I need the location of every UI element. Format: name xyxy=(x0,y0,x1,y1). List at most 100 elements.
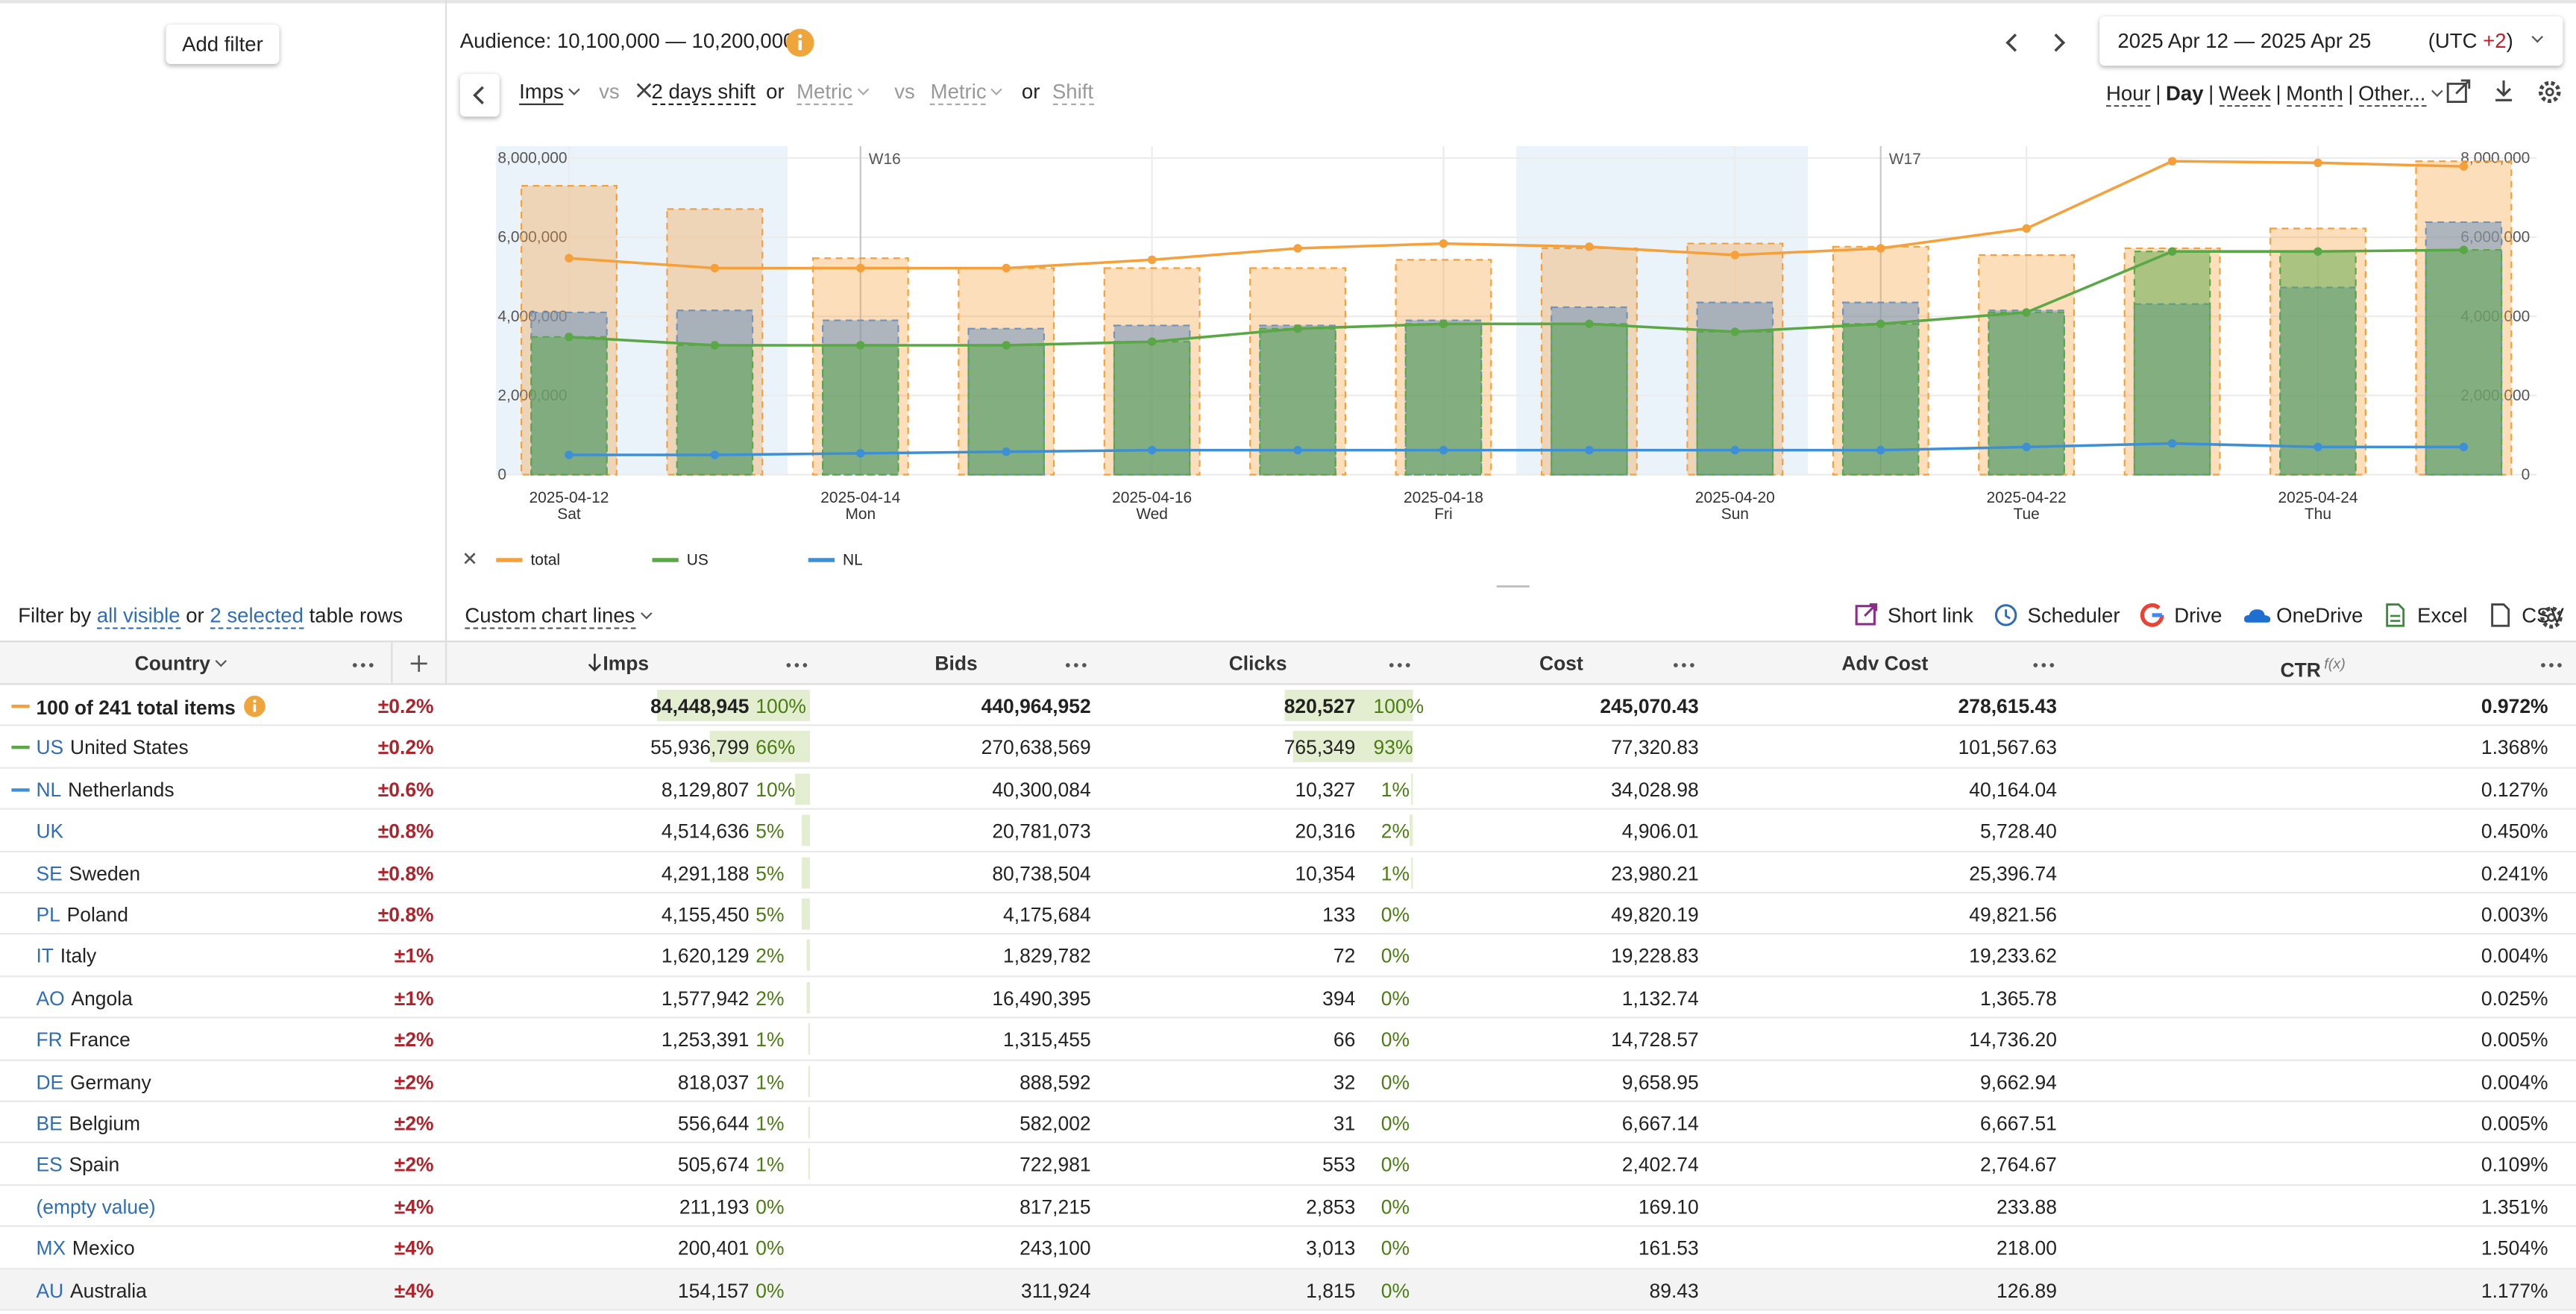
country-code[interactable]: MX xyxy=(36,1237,66,1260)
country-code[interactable]: (empty value) xyxy=(36,1195,155,1219)
series-point xyxy=(1876,244,1885,252)
column-menu[interactable] xyxy=(1064,662,1087,669)
export-action[interactable]: Scheduler xyxy=(1993,601,2120,629)
series-point xyxy=(1585,242,1593,251)
table-row[interactable]: SESweden±0.8%4,291,1885%10,3541%80,738,5… xyxy=(0,852,2576,893)
series-point xyxy=(1439,446,1448,454)
adv-cost-value: 6,667.51 xyxy=(1980,1112,2057,1135)
imps-share: 0% xyxy=(755,1237,784,1260)
adv-cost-value: 233.88 xyxy=(1997,1195,2057,1219)
export-actions: Short linkSchedulerDriveOneDriveExcelCSV xyxy=(1853,601,2564,634)
clicks-share: 0% xyxy=(1374,945,1410,968)
export-action[interactable]: Short link xyxy=(1853,601,1973,629)
country-code[interactable]: US xyxy=(36,737,63,760)
action-icon xyxy=(2140,601,2170,629)
column-header[interactable]: Country xyxy=(135,642,230,686)
x-tick-day: Tue xyxy=(2014,506,2040,523)
column-menu[interactable] xyxy=(1388,662,1411,669)
table-row[interactable]: USUnited States±0.2%55,936,79966%765,349… xyxy=(0,726,2576,768)
column-header[interactable]: CTRf(x) xyxy=(2280,642,2345,686)
country-code[interactable]: SE xyxy=(36,861,62,884)
export-action[interactable]: OneDrive xyxy=(2242,601,2363,629)
clicks-share: 0% xyxy=(1374,1070,1410,1093)
series-point xyxy=(1148,446,1156,454)
table-row[interactable]: NLNetherlands±0.6%8,129,80710%10,3271%40… xyxy=(0,768,2576,810)
country-code[interactable]: AU xyxy=(36,1279,63,1302)
error-margin: ±0.8% xyxy=(378,903,434,926)
export-action[interactable]: Excel xyxy=(2383,601,2468,629)
country-code[interactable]: UK xyxy=(36,820,63,843)
series-point xyxy=(711,264,719,272)
column-menu[interactable] xyxy=(785,662,808,669)
column-header[interactable]: Cost xyxy=(1539,642,1583,686)
column-menu[interactable] xyxy=(1672,662,1695,669)
table-row[interactable]: UK±0.8%4,514,6365%20,3162%20,781,0734,90… xyxy=(0,810,2576,852)
clicks-value: 1,815 xyxy=(1306,1279,1355,1302)
country-code[interactable]: NL xyxy=(36,779,61,802)
table-row[interactable]: FRFrance±2%1,253,3911%660%1,315,45514,72… xyxy=(0,1019,2576,1060)
legend-close[interactable] xyxy=(465,553,474,563)
legend-label: NL xyxy=(843,552,863,569)
all-visible-link[interactable]: all visible xyxy=(97,605,180,629)
column-menu[interactable] xyxy=(351,662,374,669)
ctr-value: 1.504% xyxy=(2481,1237,2548,1260)
clicks-share: 0% xyxy=(1374,1237,1410,1260)
table-header: Country Imps Bids Clicks Cost Adv Cost CTRf(x) xyxy=(0,641,2576,685)
x-tick-label: 2025-04-14 xyxy=(820,489,900,506)
x-tick-day: Mon xyxy=(845,506,876,523)
series-point xyxy=(2313,159,2322,167)
row-line-marker xyxy=(11,746,29,749)
clicks-share: 1% xyxy=(1374,779,1410,802)
adv-cost-value: 19,233.62 xyxy=(1969,945,2057,968)
country-code[interactable]: AO xyxy=(36,987,64,1010)
table-settings[interactable] xyxy=(2536,603,2566,632)
table-row[interactable]: BEBelgium±2%556,6441%310%582,0026,667.14… xyxy=(0,1102,2576,1144)
column-menu[interactable] xyxy=(2540,662,2563,669)
header-divider xyxy=(445,642,447,685)
custom-lines[interactable]: Custom chart lines xyxy=(465,605,654,628)
imps-value: 200,401 xyxy=(678,1237,750,1260)
error-margin: ±1% xyxy=(395,945,434,968)
table-row[interactable]: AUAustralia±4%154,1570%1,8150%311,92489.… xyxy=(0,1269,2576,1311)
selected-link[interactable]: 2 selected xyxy=(210,605,304,629)
share-bar xyxy=(807,982,810,1013)
table-row[interactable]: ESSpain±2%505,6741%5530%722,9812,402.742… xyxy=(0,1144,2576,1186)
column-header[interactable]: Clicks xyxy=(1229,642,1287,686)
column-header[interactable]: Adv Cost xyxy=(1841,642,1928,686)
imps-value: 1,577,942 xyxy=(662,987,750,1010)
series-point xyxy=(1731,251,1739,259)
cost-value: 169.10 xyxy=(1639,1195,1699,1219)
country-code[interactable]: BE xyxy=(36,1112,62,1135)
bar xyxy=(1114,342,1190,474)
ctr-value: 0.127% xyxy=(2481,779,2548,802)
export-action[interactable]: Drive xyxy=(2140,601,2222,629)
error-margin: ±2% xyxy=(395,1154,434,1177)
series-point xyxy=(1148,337,1156,345)
country-code[interactable]: FR xyxy=(36,1028,62,1051)
series-point xyxy=(2313,247,2322,255)
country-code[interactable]: PL xyxy=(36,903,60,926)
clicks-value: 3,013 xyxy=(1306,1237,1355,1260)
column-menu[interactable] xyxy=(2032,662,2055,669)
table-row[interactable]: 100 of 241 total items±0.2%84,448,945100… xyxy=(0,685,2576,726)
ctr-value: 0.025% xyxy=(2481,987,2548,1010)
error-margin: ±0.2% xyxy=(378,695,434,718)
country-code[interactable]: DE xyxy=(36,1070,63,1093)
table-row[interactable]: ITItaly±1%1,620,1292%720%1,829,78219,228… xyxy=(0,935,2576,977)
country-code[interactable]: IT xyxy=(36,945,54,968)
cost-value: 6,667.14 xyxy=(1622,1112,1699,1135)
column-header[interactable]: Imps xyxy=(586,642,649,686)
series-point xyxy=(711,341,719,349)
column-header[interactable]: Bids xyxy=(934,642,977,686)
imps-value: 211,193 xyxy=(679,1195,750,1219)
adv-cost-value: 40,164.04 xyxy=(1969,779,2057,802)
table-row[interactable]: (empty value)±4%211,1930%2,8530%817,2151… xyxy=(0,1186,2576,1227)
table-row[interactable]: DEGermany±2%818,0371%320%888,5929,658.95… xyxy=(0,1060,2576,1102)
table-row[interactable]: MXMexico±4%200,4010%3,0130%243,100161.53… xyxy=(0,1227,2576,1269)
clicks-share: 2% xyxy=(1374,820,1410,843)
country-code[interactable]: ES xyxy=(36,1154,62,1177)
resize-handle[interactable] xyxy=(1497,586,1530,591)
add-column[interactable] xyxy=(409,654,428,673)
table-row[interactable]: AOAngola±1%1,577,9422%3940%16,490,3951,1… xyxy=(0,977,2576,1019)
table-row[interactable]: PLPoland±0.8%4,155,4505%1330%4,175,68449… xyxy=(0,893,2576,935)
